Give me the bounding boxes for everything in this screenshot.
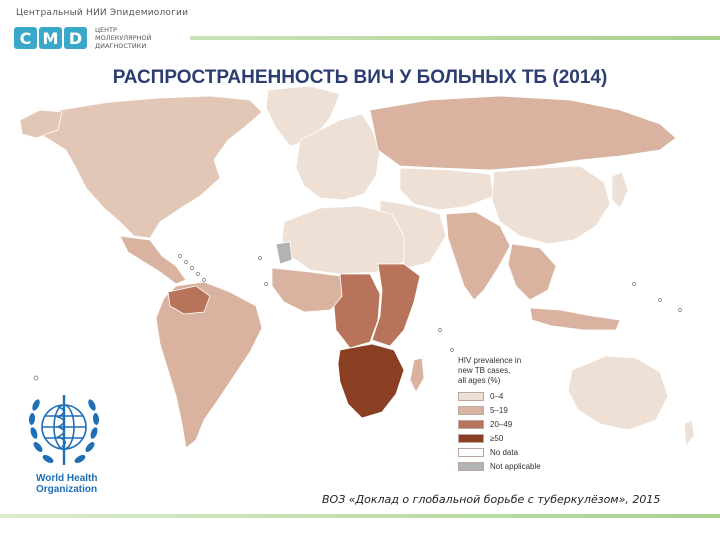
- legend-swatch: [458, 434, 484, 443]
- who-emblem-icon: [28, 395, 100, 465]
- map-north-america: [27, 95, 263, 239]
- legend-item: 20–49: [458, 418, 578, 431]
- legend-swatch: [458, 420, 484, 429]
- map-small-islands: [33, 254, 682, 381]
- map-south-america: [155, 281, 263, 449]
- logo-letter: D: [64, 27, 87, 49]
- legend-label: 0–4: [490, 392, 504, 401]
- legend-item: 5–19: [458, 404, 578, 417]
- who-name-line2: Organization: [36, 484, 98, 495]
- source-citation: ВОЗ «Доклад о глобальной борьбе с туберк…: [322, 493, 661, 506]
- map-southeast-asia: [507, 243, 557, 301]
- map-japan: [611, 171, 629, 209]
- map-venezuela: [167, 285, 211, 315]
- map-southern-africa: [337, 343, 405, 419]
- map-east-africa: [371, 263, 421, 347]
- map-alaska: [19, 109, 63, 139]
- legend-label: ≥50: [490, 434, 504, 443]
- legend-swatch: [458, 462, 484, 471]
- legend-label: Not applicable: [490, 462, 541, 471]
- map-legend: HIV prevalence in new TB cases, all ages…: [458, 356, 578, 473]
- legend-label: No data: [490, 448, 519, 457]
- logo-subtitle: ЦЕНТР МОЛЕКУЛЯРНОЙ ДИАГНОСТИКИ: [95, 26, 152, 50]
- map-western-sahara: [275, 241, 293, 265]
- legend-item: No data: [458, 446, 578, 459]
- map-indonesia: [529, 307, 621, 331]
- top-divider: [190, 36, 720, 40]
- world-map: [19, 85, 695, 449]
- map-south-asia: [445, 211, 511, 301]
- map-russia: [369, 95, 677, 171]
- cmd-logo: C M D ЦЕНТР МОЛЕКУЛЯРНОЙ ДИАГНОСТИКИ: [14, 26, 152, 50]
- map-new-zealand: [683, 419, 695, 448]
- map-central-asia: [399, 167, 495, 211]
- map-australia: [567, 355, 669, 431]
- bottom-divider: [0, 514, 720, 518]
- map-central-africa: [333, 273, 381, 349]
- map-west-africa: [271, 267, 345, 313]
- logo-letter: M: [39, 27, 62, 49]
- map-europe: [295, 113, 381, 201]
- map-madagascar: [409, 357, 425, 393]
- who-name-line1: World Health: [36, 473, 98, 484]
- who-name: World Health Organization: [36, 473, 97, 495]
- legend-swatch: [458, 392, 484, 401]
- legend-item: Not applicable: [458, 460, 578, 473]
- legend-swatch: [458, 448, 484, 457]
- map-china: [491, 165, 611, 245]
- map-central-america: [119, 235, 187, 285]
- legend-swatch: [458, 406, 484, 415]
- logo-letters: C M D: [14, 27, 89, 49]
- org-name: Центральный НИИ Эпидемиологии: [16, 8, 189, 18]
- legend-title: HIV prevalence in new TB cases, all ages…: [458, 356, 522, 385]
- legend-label: 5–19: [490, 406, 508, 415]
- slide-title: РАСПРОСТРАНЕННОСТЬ ВИЧ У БОЛЬНЫХ ТБ (201…: [112, 67, 608, 88]
- legend-item: ≥50: [458, 432, 578, 445]
- legend-item: 0–4: [458, 390, 578, 403]
- logo-letter: C: [14, 27, 37, 49]
- legend-label: 20–49: [490, 420, 513, 429]
